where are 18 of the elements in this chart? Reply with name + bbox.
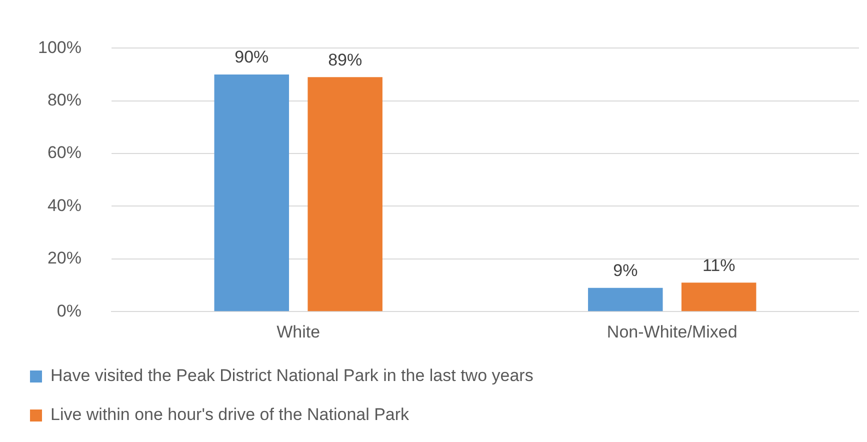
y-tick-label: 100% — [38, 38, 82, 57]
y-tick-label: 60% — [47, 143, 82, 162]
x-tick-label: White — [276, 322, 320, 342]
data-label: 89% — [328, 50, 362, 70]
y-tick-label: 20% — [47, 248, 82, 268]
y-tick-label: 0% — [56, 301, 82, 320]
bar — [681, 282, 756, 312]
data-label: 11% — [702, 256, 736, 275]
legend-label: Live within one hour's drive of the National Park — [50, 405, 410, 424]
y-tick-label: 80% — [47, 90, 82, 110]
data-label: 90% — [234, 48, 269, 67]
bar — [308, 77, 382, 312]
bar — [588, 288, 663, 312]
data-label: 9% — [613, 261, 638, 280]
legend-label: Have visited the Peak District National Park in the last two years — [50, 366, 534, 386]
bar — [214, 74, 290, 312]
y-tick-label: 40% — [47, 196, 82, 215]
x-tick-label: Non-White/Mixed — [606, 322, 738, 342]
